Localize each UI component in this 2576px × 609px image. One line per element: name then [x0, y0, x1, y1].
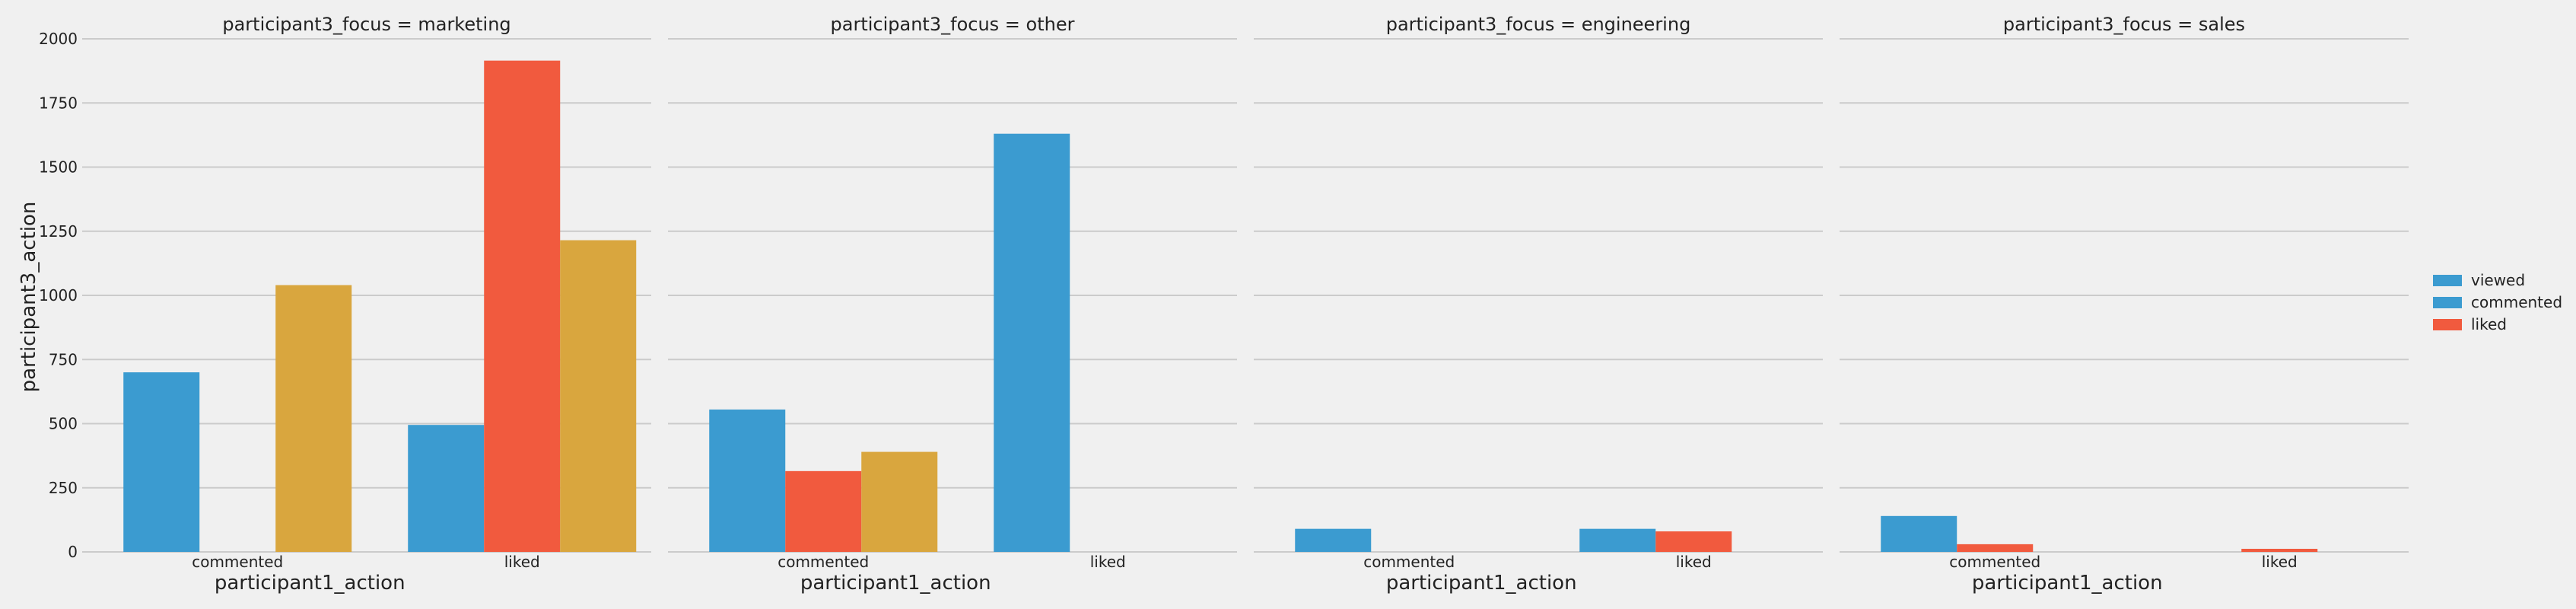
bar-commented-0	[1881, 515, 1957, 552]
y-tick-label: 1750	[39, 94, 78, 112]
bar-commented-0	[709, 409, 786, 552]
legend-item-viewed: viewed	[2433, 271, 2525, 289]
panels: participant3_focus = marketing commented l…	[39, 14, 2409, 595]
legend-swatch	[2433, 297, 2462, 308]
legend: viewed commented liked	[2433, 271, 2562, 333]
bar-commented-2	[861, 451, 938, 552]
panel-title: participant3_focus = sales	[2003, 14, 2245, 35]
y-tick-label: 1500	[39, 158, 78, 177]
x-tick-label: liked	[2262, 553, 2298, 571]
bar-liked-1	[484, 60, 561, 552]
y-tick-label: 1250	[39, 222, 78, 241]
bar-commented-2	[275, 285, 352, 552]
x-tick-label: commented	[1363, 553, 1455, 571]
bar-liked-1	[2241, 548, 2318, 552]
x-tick-label: liked	[1090, 553, 1126, 571]
bar-commented-0	[1295, 528, 1372, 552]
x-tick-label: liked	[504, 553, 540, 571]
panel-title: participant3_focus = engineering	[1386, 14, 1691, 35]
bar-liked-1	[1655, 531, 1732, 552]
panel-title: participant3_focus = other	[831, 14, 1075, 35]
y-tick-label: 250	[49, 479, 78, 497]
legend-swatch	[2433, 319, 2462, 330]
bar-liked-0	[1579, 528, 1656, 552]
legend-label: liked	[2471, 315, 2507, 333]
x-axis-label: participant1_action	[215, 572, 405, 595]
bar-commented-0	[123, 372, 200, 552]
y-axis-label: participant3_action	[17, 202, 40, 393]
bar-commented-1	[1957, 544, 2034, 552]
bar-liked-0	[408, 425, 485, 552]
bar-commented-1	[785, 470, 862, 552]
facet-panel-1: participant3_focus = other commented liked…	[668, 14, 1237, 595]
bar-liked-0	[994, 133, 1070, 552]
y-tick-label: 1000	[39, 286, 78, 304]
y-tick-label: 750	[49, 350, 78, 368]
bar-liked-2	[560, 240, 637, 552]
legend-swatch	[2433, 275, 2462, 286]
y-tick-label: 0	[68, 543, 78, 561]
x-tick-label: commented	[192, 553, 283, 571]
x-axis-label: participant1_action	[800, 572, 991, 595]
panel-title: participant3_focus = marketing	[222, 14, 510, 35]
x-axis-label: participant1_action	[1386, 572, 1577, 595]
facet-panel-2: participant3_focus = engineering commente…	[1254, 14, 1823, 595]
x-axis-label: participant1_action	[1972, 572, 2163, 595]
x-tick-label: commented	[778, 553, 869, 571]
y-tick-label: 2000	[39, 30, 78, 48]
facet-panel-0: participant3_focus = marketing commented l…	[39, 14, 651, 595]
x-tick-label: commented	[1949, 553, 2040, 571]
y-tick-label: 500	[49, 415, 78, 433]
legend-label: commented	[2471, 293, 2562, 311]
x-tick-label: liked	[1676, 553, 1712, 571]
legend-label: viewed	[2471, 271, 2525, 289]
legend-item-commented: commented	[2433, 293, 2562, 311]
legend-item-liked: liked	[2433, 315, 2507, 333]
facet-panel-3: participant3_focus = sales commented liked…	[1840, 14, 2409, 595]
